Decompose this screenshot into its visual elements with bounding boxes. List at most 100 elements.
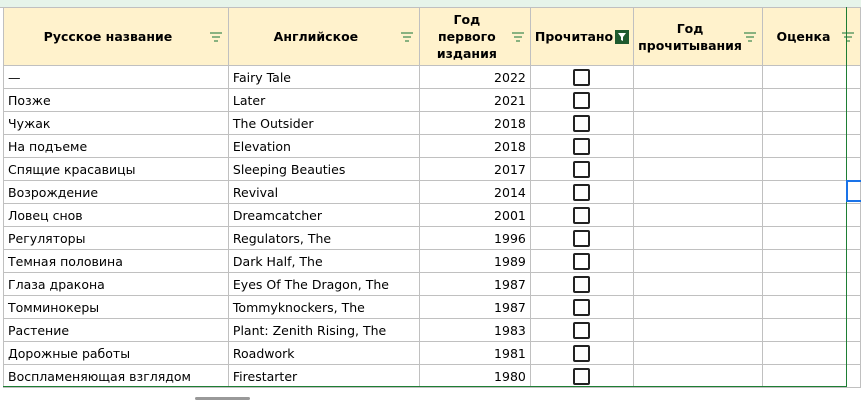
cell-read-year[interactable] — [633, 249, 763, 273]
cell-ru[interactable]: На подъеме — [3, 134, 229, 158]
cell-year[interactable]: 2001 — [418, 203, 531, 227]
cell-year[interactable]: 1983 — [418, 318, 531, 342]
cell-rating[interactable] — [761, 364, 861, 388]
read-checkbox[interactable] — [573, 114, 591, 132]
cell-ru[interactable]: Ловец снов — [3, 203, 229, 227]
column-header-label: Прочитано — [534, 29, 614, 44]
table-row: Спящие красавицы Sleeping Beauties 2017 — [3, 157, 861, 181]
cell-read-year[interactable] — [633, 295, 763, 319]
read-checkbox[interactable] — [573, 298, 591, 316]
cell-read-year[interactable] — [633, 341, 763, 365]
cell-rating[interactable] — [761, 249, 861, 273]
cell-read-year[interactable] — [633, 364, 763, 388]
cell-year[interactable]: 2014 — [418, 180, 531, 204]
cell-en[interactable]: Eyes Of The Dragon, The — [227, 272, 420, 296]
cell-year[interactable]: 2021 — [418, 88, 531, 112]
cell-en[interactable]: Dark Half, The — [227, 249, 420, 273]
cell-en[interactable]: Firestarter — [227, 364, 420, 388]
cell-ru[interactable]: Темная половина — [3, 249, 229, 273]
cell-ru[interactable]: Регуляторы — [3, 226, 229, 250]
column-header-label: Год первого издания — [436, 12, 497, 61]
column-header[interactable]: Год первого издания — [418, 7, 531, 66]
read-checkbox[interactable] — [573, 321, 591, 339]
cell-en[interactable]: Regulators, The — [227, 226, 420, 250]
cell-ru[interactable]: Позже — [3, 88, 229, 112]
cell-en[interactable]: Plant: Zenith Rising, The — [227, 318, 420, 342]
cell-year[interactable]: 2018 — [418, 111, 531, 135]
cell-read-year[interactable] — [633, 226, 763, 250]
column-header[interactable]: Прочитано — [529, 7, 635, 66]
cell-en[interactable]: Roadwork — [227, 341, 420, 365]
read-checkbox[interactable] — [573, 183, 591, 201]
cell-ru[interactable]: Чужак — [3, 111, 229, 135]
read-checkbox[interactable] — [573, 91, 591, 109]
read-checkbox[interactable] — [573, 137, 591, 155]
cell-year[interactable]: 1981 — [418, 341, 531, 365]
cell-rating[interactable] — [761, 203, 861, 227]
column-header[interactable]: Русское название — [3, 7, 229, 66]
read-checkbox[interactable] — [573, 160, 591, 178]
filter-icon[interactable] — [400, 32, 413, 41]
cell-ru[interactable]: Спящие красавицы — [3, 157, 229, 181]
read-checkbox[interactable] — [573, 367, 591, 385]
read-checkbox[interactable] — [573, 68, 591, 86]
cell-read-year[interactable] — [633, 203, 763, 227]
read-checkbox[interactable] — [573, 206, 591, 224]
cell-ru[interactable]: Возрождение — [3, 180, 229, 204]
filter-active-icon[interactable] — [615, 29, 630, 44]
cell-read-year[interactable] — [633, 272, 763, 296]
cell-read-year[interactable] — [633, 134, 763, 158]
cell-year[interactable]: 2022 — [418, 65, 531, 89]
cell-rating[interactable] — [761, 65, 861, 89]
cell-rating[interactable] — [761, 226, 861, 250]
column-header[interactable]: Оценка — [761, 7, 861, 66]
cell-read-year[interactable] — [633, 88, 763, 112]
cell-read-year[interactable] — [633, 65, 763, 89]
selected-cell[interactable] — [846, 180, 861, 202]
cell-rating[interactable] — [761, 295, 861, 319]
cell-ru[interactable]: Растение — [3, 318, 229, 342]
cell-read-year[interactable] — [633, 180, 763, 204]
horizontal-scrollbar[interactable] — [195, 397, 250, 400]
cell-year[interactable]: 1996 — [418, 226, 531, 250]
cell-year[interactable]: 1980 — [418, 364, 531, 388]
cell-en[interactable]: Later — [227, 88, 420, 112]
cell-en[interactable]: Sleeping Beauties — [227, 157, 420, 181]
books-table: Русское название Английское Год первого из… — [3, 7, 861, 388]
cell-ru[interactable]: Дорожные работы — [3, 341, 229, 365]
cell-rating[interactable] — [761, 88, 861, 112]
filter-icon[interactable] — [511, 32, 524, 41]
cell-read-year[interactable] — [633, 157, 763, 181]
cell-en[interactable]: Elevation — [227, 134, 420, 158]
read-checkbox[interactable] — [573, 229, 591, 247]
cell-year[interactable]: 2018 — [418, 134, 531, 158]
cell-ru[interactable]: Глаза дракона — [3, 272, 229, 296]
read-checkbox[interactable] — [573, 344, 591, 362]
cell-rating[interactable] — [761, 341, 861, 365]
cell-ru[interactable]: Воспламеняющая взглядом — [3, 364, 229, 388]
cell-read — [529, 364, 635, 388]
cell-ru[interactable]: Томминокеры — [3, 295, 229, 319]
table-row: Возрождение Revival 2014 — [3, 180, 861, 204]
cell-en[interactable]: Fairy Tale — [227, 65, 420, 89]
read-checkbox[interactable] — [573, 275, 591, 293]
cell-read-year[interactable] — [633, 111, 763, 135]
cell-en[interactable]: Dreamcatcher — [227, 203, 420, 227]
column-header[interactable]: Год прочитывания — [633, 7, 763, 66]
cell-en[interactable]: Revival — [227, 180, 420, 204]
filter-icon[interactable] — [209, 32, 222, 41]
table-row: На подъеме Elevation 2018 — [3, 134, 861, 158]
cell-year[interactable]: 1987 — [418, 295, 531, 319]
cell-ru[interactable]: — — [3, 65, 229, 89]
cell-year[interactable]: 1987 — [418, 272, 531, 296]
cell-year[interactable]: 1989 — [418, 249, 531, 273]
cell-en[interactable]: The Outsider — [227, 111, 420, 135]
filter-icon[interactable] — [842, 32, 854, 41]
cell-en[interactable]: Tommyknockers, The — [227, 295, 420, 319]
table-row: Воспламеняющая взглядом Firestarter 1980 — [3, 364, 861, 388]
filter-icon[interactable] — [743, 32, 756, 41]
column-header[interactable]: Английское — [227, 7, 420, 66]
read-checkbox[interactable] — [573, 252, 591, 270]
cell-year[interactable]: 2017 — [418, 157, 531, 181]
cell-read-year[interactable] — [633, 318, 763, 342]
